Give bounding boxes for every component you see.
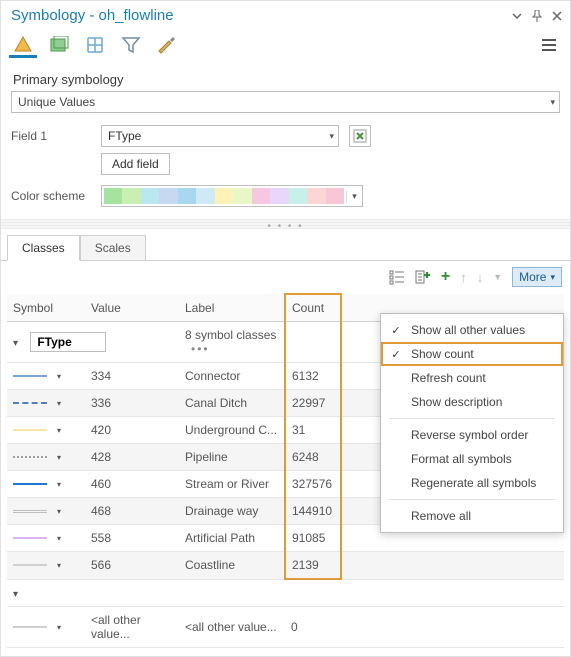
pin-icon[interactable] [532,10,542,22]
move-up-icon[interactable]: ↑ [460,270,467,285]
table-row[interactable]: ▾ 566Coastline2139 [7,552,564,580]
label-cell[interactable]: Drainage way [179,498,285,525]
label-cell[interactable]: Pipeline [179,444,285,471]
menu-reverse-order[interactable]: Reverse symbol order [381,423,563,447]
col-count[interactable]: Count [285,294,341,322]
color-scheme-label: Color scheme [11,189,91,203]
menu-format-all[interactable]: Format all symbols [381,447,563,471]
symbology-tab-filter[interactable] [117,32,145,58]
symbol-swatch[interactable] [13,564,47,567]
value-cell[interactable]: 428 [85,444,179,471]
label-cell[interactable]: Stream or River [179,471,285,498]
label-cell[interactable]: Artificial Path [179,525,285,552]
table-row[interactable]: ▾<all other value...<all other value...0 [7,607,564,648]
check-icon: ✓ [389,323,403,337]
field1-select[interactable]: FType ▾ [101,125,339,147]
count-cell: 31 [285,417,341,444]
count-cell: 0 [285,607,341,648]
symbol-swatch[interactable] [13,483,47,486]
symbol-menu-caret[interactable]: ▾ [57,534,61,543]
label-cell[interactable]: Connector [179,363,285,390]
menu-show-description[interactable]: Show description [381,390,563,414]
group-field-input[interactable] [30,332,106,352]
symbol-swatch[interactable] [13,537,47,540]
symbol-menu-caret[interactable]: ▾ [57,453,61,462]
group-more-icon[interactable]: ••• [191,342,210,356]
symbol-swatch[interactable] [13,375,47,378]
symbol-menu-caret[interactable]: ▾ [57,426,61,435]
add-values-icon[interactable] [415,269,431,285]
add-class-icon[interactable]: + [441,268,450,286]
count-cell: 327576 [285,471,341,498]
col-symbol[interactable]: Symbol [7,294,85,322]
options-menu-icon[interactable] [536,34,562,56]
symbol-menu-caret[interactable]: ▾ [57,623,61,632]
value-cell[interactable]: 460 [85,471,179,498]
field1-expression-button[interactable] [349,125,371,147]
value-cell[interactable]: 558 [85,525,179,552]
more-menu: ✓ Show all other values ✓ Show count Ref… [380,313,564,533]
count-cell: 6132 [285,363,341,390]
col-value[interactable]: Value [85,294,179,322]
list-view-icon[interactable] [389,269,405,285]
check-icon: ✓ [389,347,403,361]
menu-show-count[interactable]: ✓ Show count [381,342,563,366]
value-cell[interactable]: 336 [85,390,179,417]
group-toggle[interactable]: ▾ [13,338,23,349]
group-summary: 8 symbol classes [185,328,276,342]
symbology-tab-scales[interactable] [81,32,109,58]
count-cell: 22997 [285,390,341,417]
symbol-swatch[interactable] [13,456,47,459]
sort-icon[interactable]: ▼ [493,272,502,282]
field1-label: Field 1 [11,129,91,143]
menu-remove-all[interactable]: Remove all [381,504,563,528]
symbology-tab-advanced[interactable] [153,32,181,58]
symbol-swatch[interactable] [13,429,47,432]
symbol-swatch[interactable] [13,402,47,405]
symbol-swatch[interactable] [13,626,47,629]
group-toggle[interactable]: ▾ [13,589,23,600]
add-field-button[interactable]: Add field [101,153,170,175]
value-cell[interactable]: <all other value... [85,607,179,648]
label-cell[interactable]: Underground C... [179,417,285,444]
symbology-tab-primary[interactable] [9,32,37,58]
more-button[interactable]: More▾ [512,267,562,287]
count-cell: 91085 [285,525,341,552]
move-down-icon[interactable]: ↓ [477,270,484,285]
color-scheme-select[interactable]: ▾ [101,185,363,207]
symbol-menu-caret[interactable]: ▾ [57,480,61,489]
primary-symbology-select[interactable]: Unique Values ▾ [11,91,560,113]
value-cell[interactable]: 334 [85,363,179,390]
label-cell[interactable]: Coastline [179,552,285,580]
menu-show-all-other[interactable]: ✓ Show all other values [381,318,563,342]
close-icon[interactable] [552,11,562,21]
symbol-menu-caret[interactable]: ▾ [57,561,61,570]
tab-scales[interactable]: Scales [80,235,146,261]
symbol-menu-caret[interactable]: ▾ [57,399,61,408]
col-label[interactable]: Label [179,294,285,322]
symbology-tab-vary[interactable] [45,32,73,58]
panel-title: Symbology - oh_flowline [11,7,512,24]
value-cell[interactable]: 566 [85,552,179,580]
menu-regenerate[interactable]: Regenerate all symbols [381,471,563,495]
symbol-swatch[interactable] [13,510,47,513]
value-cell[interactable]: 420 [85,417,179,444]
dropdown-icon[interactable] [512,11,522,21]
symbol-menu-caret[interactable]: ▾ [57,372,61,381]
count-cell: 144910 [285,498,341,525]
tab-classes[interactable]: Classes [7,235,80,261]
label-cell[interactable]: <all other value... [179,607,285,648]
symbol-menu-caret[interactable]: ▾ [57,507,61,516]
count-cell: 2139 [285,552,341,580]
menu-refresh-count[interactable]: Refresh count [381,366,563,390]
value-cell[interactable]: 468 [85,498,179,525]
label-cell[interactable]: Canal Ditch [179,390,285,417]
primary-symbology-label: Primary symbology [1,66,570,91]
count-cell: 6248 [285,444,341,471]
